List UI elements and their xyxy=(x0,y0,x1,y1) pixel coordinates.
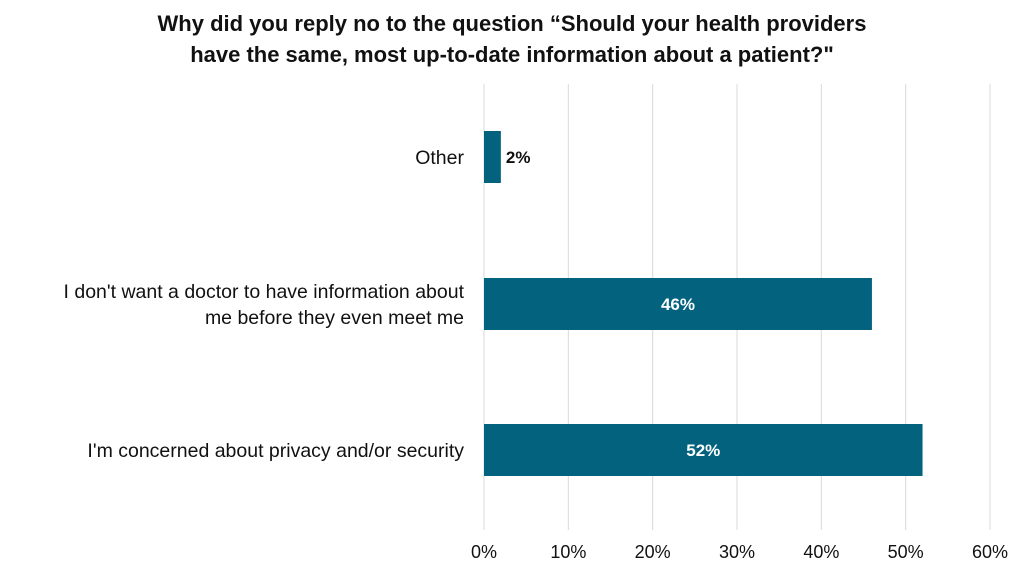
chart-title-line-2: have the same, most up-to-date informati… xyxy=(190,42,834,67)
x-tick-label: 20% xyxy=(635,542,671,562)
x-tick-label: 10% xyxy=(550,542,586,562)
x-tick-label: 50% xyxy=(888,542,924,562)
x-tick-label: 40% xyxy=(803,542,839,562)
category-label: I'm concerned about privacy and/or secur… xyxy=(87,440,464,462)
category-label: Other xyxy=(415,147,464,169)
bar xyxy=(484,278,872,330)
bar xyxy=(484,131,501,183)
bar xyxy=(484,424,923,476)
data-label: 2% xyxy=(506,148,531,167)
category-label: I don't want a doctor to have informatio… xyxy=(64,281,465,303)
chart-title: Why did you reply no to the question “Sh… xyxy=(0,8,1024,70)
x-tick-label: 30% xyxy=(719,542,755,562)
x-tick-label: 0% xyxy=(471,542,497,562)
x-tick-label: 60% xyxy=(972,542,1008,562)
category-label: me before they even meet me xyxy=(205,307,464,329)
data-label: 52% xyxy=(686,441,720,460)
data-label: 46% xyxy=(661,295,695,314)
chart-title-line-1: Why did you reply no to the question “Sh… xyxy=(157,11,867,36)
